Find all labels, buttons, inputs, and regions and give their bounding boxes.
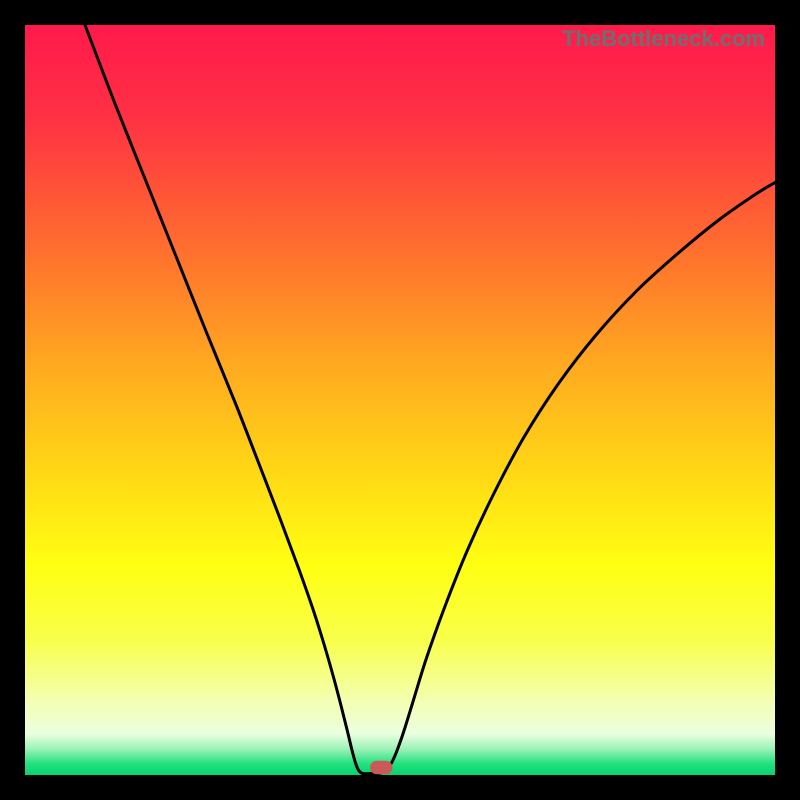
optimal-point-marker xyxy=(370,761,393,775)
chart-frame: TheBottleneck.com xyxy=(0,0,800,800)
watermark-text: TheBottleneck.com xyxy=(562,26,765,52)
chart-svg xyxy=(25,25,775,775)
gradient-background xyxy=(25,25,775,775)
plot-area xyxy=(25,25,775,775)
